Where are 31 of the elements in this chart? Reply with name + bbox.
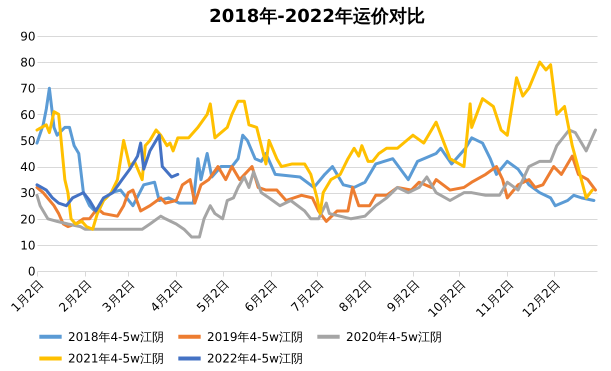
- y-tick-label: 80: [20, 56, 36, 70]
- x-tick-label: 5月2日: [194, 277, 232, 315]
- x-tick-label: 2月2日: [56, 277, 94, 315]
- x-tick-label: 1月2日: [8, 277, 46, 315]
- x-tick-label: 9月2日: [384, 277, 422, 315]
- y-tick-label: 50: [20, 134, 36, 148]
- x-tick-label: 12月2日: [520, 277, 563, 320]
- legend-label: 2019年4-5w江阴: [207, 330, 303, 344]
- x-tick-label: 7月2日: [288, 277, 326, 315]
- y-tick-label: 10: [20, 238, 36, 252]
- y-tick-label: 30: [20, 186, 36, 200]
- legend-label: 2020年4-5w江阴: [346, 330, 442, 344]
- x-tick-label: 3月2日: [100, 277, 138, 315]
- legend-label: 2018年4-5w江阴: [68, 330, 164, 344]
- y-tick-label: 70: [20, 82, 36, 96]
- line-series: [36, 128, 597, 239]
- y-tick-label: 20: [20, 212, 36, 226]
- chart-title: 2018年-2022年运价对比: [209, 6, 425, 27]
- y-tick-label: 90: [20, 30, 36, 44]
- line-series: [36, 134, 180, 212]
- y-tick-label: 0: [28, 264, 36, 278]
- x-tick-label: 4月2日: [148, 277, 186, 315]
- x-tick-label: 11月2日: [473, 277, 516, 320]
- line-series: [36, 60, 594, 231]
- x-tick-label: 8月2日: [336, 277, 374, 315]
- legend-label: 2021年4-5w江阴: [68, 352, 164, 366]
- y-tick-label: 60: [20, 108, 36, 122]
- y-tick-label: 40: [20, 160, 36, 174]
- legend-label: 2022年4-5w江阴: [207, 352, 303, 366]
- x-tick-label: 10月2日: [425, 277, 468, 320]
- x-tick-label: 6月2日: [242, 277, 280, 315]
